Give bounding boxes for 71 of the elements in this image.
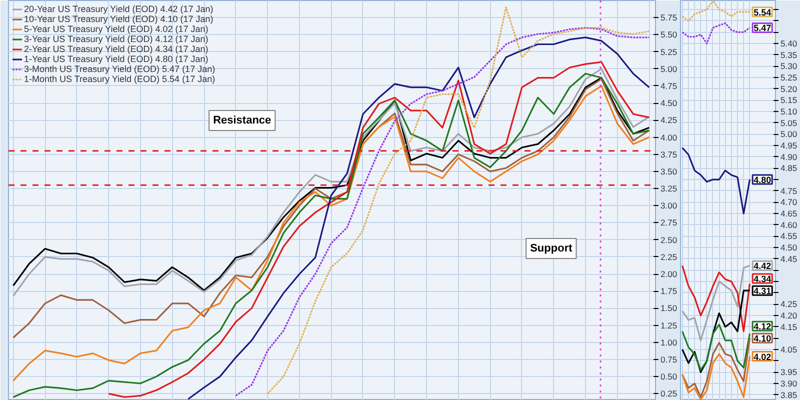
y-tick-label: 3.00 — [660, 200, 678, 211]
y-tick-label: 4.65 — [780, 208, 798, 219]
line-series — [682, 0, 751, 22]
y-tick-label: 5.75 — [660, 12, 678, 23]
y-tick-label: 4.55 — [780, 231, 798, 242]
legend-label: 20-Year US Treasury Yield (EOD) 4.42 (17 Jan) — [24, 4, 214, 14]
annotation: Support — [530, 242, 573, 254]
y-tick-label: 4.95 — [780, 140, 798, 151]
line-series — [682, 324, 751, 371]
legend-label: 3-Year US Treasury Yield (EOD) 4.12 (17 Jan) — [24, 34, 208, 44]
y-tick-label: 0.75 — [660, 354, 678, 364]
y-tick-label: 5.15 — [780, 95, 798, 106]
y-tick-label: 4.50 — [660, 98, 678, 108]
legend-label: 1-Year US Treasury Yield (EOD) 4.80 (17 Jan) — [24, 54, 208, 64]
y-tick-label: 4.60 — [780, 220, 798, 230]
legend-label: 10-Year US Treasury Yield (EOD) 4.10 (17 Jan) — [24, 14, 214, 24]
y-tick-label: 4.45 — [780, 254, 798, 264]
y-tick-label: 4.90 — [780, 152, 798, 162]
y-tick-label: 4.15 — [780, 322, 798, 332]
annotation: Resistance — [213, 114, 272, 126]
legend-label: 2-Year US Treasury Yield (EOD) 4.34 (17 Jan) — [24, 44, 208, 54]
data-label: 4.12 — [754, 322, 772, 332]
y-tick-label: 3.25 — [660, 184, 678, 194]
y-tick-label: 2.75 — [660, 218, 678, 228]
y-tick-label: 3.50 — [660, 166, 678, 176]
y-tick-label: 5.10 — [780, 106, 798, 117]
y-tick-label: 5.30 — [780, 61, 798, 72]
legend-label: 3-Month US Treasury Yield (EOD) 5.47 (17 Jan) — [24, 64, 216, 74]
y-tick-label: 4.70 — [780, 197, 798, 208]
y-tick-label: 0.25 — [660, 388, 678, 399]
data-label: 5.47 — [754, 23, 772, 34]
data-label: 4.02 — [754, 352, 772, 362]
y-tick-label: 5.05 — [780, 118, 798, 128]
data-label: 5.54 — [754, 7, 772, 18]
data-label: 4.42 — [754, 261, 772, 272]
data-label: 4.80 — [754, 175, 772, 186]
y-tick-label: 4.25 — [660, 115, 678, 126]
y-tick-label: 1.75 — [660, 286, 678, 296]
data-label: 4.34 — [754, 274, 772, 284]
y-tick-label: 4.75 — [660, 80, 678, 91]
y-tick-label: 5.00 — [780, 129, 798, 140]
data-label: 4.31 — [754, 286, 772, 296]
line-series — [682, 22, 751, 44]
y-tick-label: 4.25 — [780, 299, 798, 310]
y-tick-label: 4.00 — [660, 132, 678, 142]
y-tick-label: 2.25 — [660, 252, 678, 262]
y-tick-label: 1.25 — [660, 320, 678, 330]
y-tick-label: 2.50 — [660, 234, 678, 245]
y-tick-label: 4.05 — [780, 344, 798, 355]
y-tick-label: 5.25 — [660, 46, 678, 57]
y-tick-label: 4.75 — [780, 186, 798, 196]
legend-label: 1-Month US Treasury Yield (EOD) 5.54 (17 Jan) — [24, 74, 216, 84]
y-tick-label: 5.20 — [780, 84, 798, 94]
data-label: 4.10 — [754, 334, 772, 344]
y-tick-label: 3.95 — [780, 367, 798, 378]
y-tick-label: 1.00 — [660, 337, 678, 348]
y-tick-label: 4.85 — [780, 163, 798, 174]
y-tick-label: 5.25 — [780, 72, 798, 83]
y-tick-label: 5.40 — [780, 38, 798, 49]
y-tick-label: 2.00 — [660, 269, 678, 280]
y-tick-label: 3.85 — [780, 390, 798, 400]
y-tick-label: 5.00 — [660, 64, 678, 74]
y-tick-label: 5.35 — [780, 50, 798, 60]
y-tick-label: 4.20 — [780, 310, 798, 321]
y-tick-label: 4.50 — [780, 242, 798, 253]
y-tick-label: 3.75 — [660, 149, 678, 160]
legend-label: 5-Year US Treasury Yield (EOD) 4.02 (17 Jan) — [24, 24, 208, 34]
y-tick-label: 5.50 — [660, 30, 678, 40]
y-tick-label: 0.50 — [660, 372, 678, 382]
y-tick-label: 1.50 — [660, 303, 678, 314]
y-tick-label: 3.90 — [780, 378, 798, 389]
